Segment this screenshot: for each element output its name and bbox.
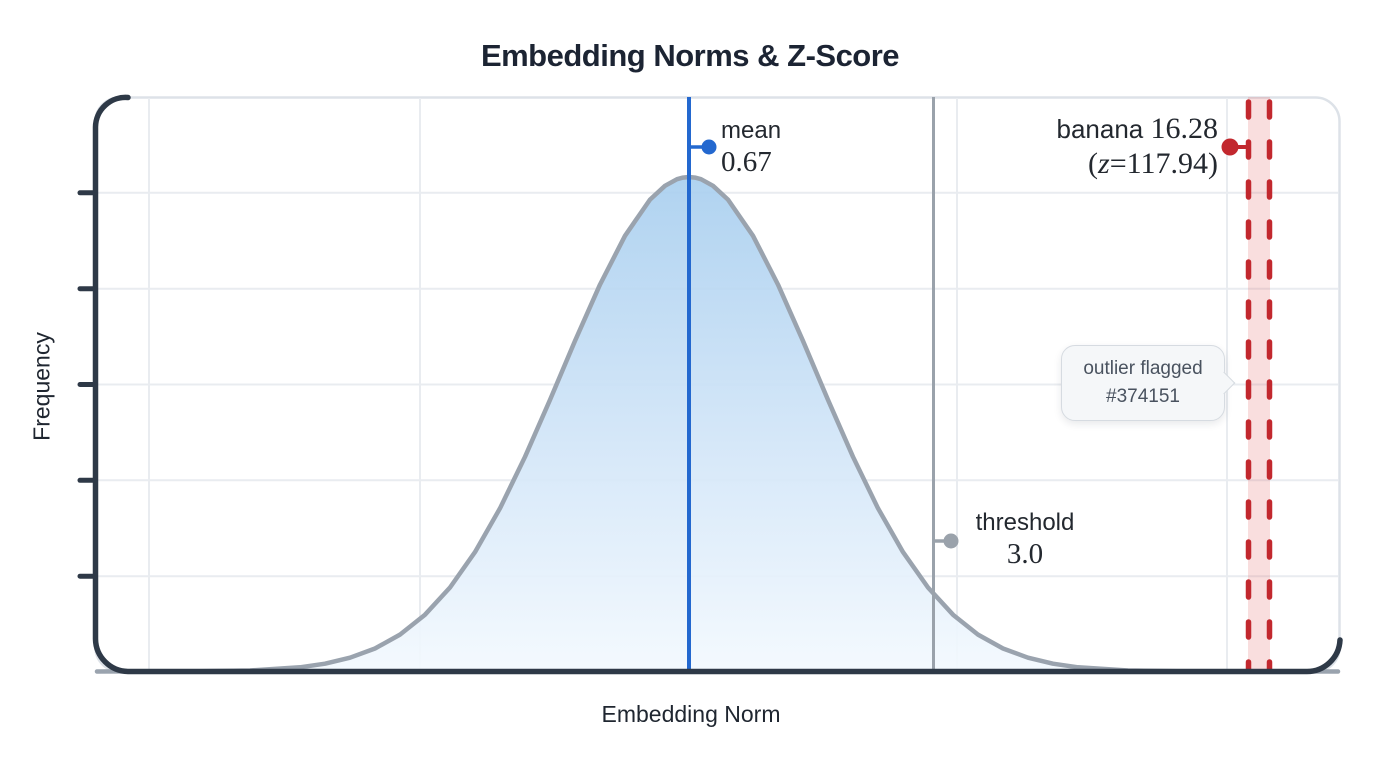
outlier-band-dashed-lines — [1245, 99, 1273, 673]
mean-annotation-label: mean — [721, 117, 782, 144]
outlier-annotation-line1: banana 16.28 — [1057, 112, 1219, 147]
threshold-annotation-label: threshold — [975, 509, 1075, 536]
x-axis-label: Embedding Norm — [601, 701, 781, 727]
tooltip-line1: outlier flagged — [1083, 358, 1203, 380]
outlier-band-fill — [1248, 97, 1270, 671]
mean-marker-dot — [701, 139, 717, 155]
axis-spine — [92, 94, 1343, 675]
outlier-flag-tooltip: outlier flagged #374151 — [1061, 345, 1225, 421]
y-axis-label: Frequency — [28, 332, 55, 441]
z-variable: z — [1098, 146, 1110, 180]
threshold-marker-dot — [943, 533, 959, 549]
mean-annotation: mean 0.67 — [721, 117, 781, 180]
outlier-token: banana — [1056, 114, 1144, 144]
y-axis-ticks — [77, 190, 98, 579]
outlier-marker-dot — [1221, 138, 1239, 156]
chart-title: Embedding Norms & Z-Score — [480, 38, 900, 73]
threshold-annotation: threshold 3.0 — [952, 509, 1098, 572]
outlier-annotation: banana 16.28 (z=117.94) — [1057, 112, 1219, 181]
distribution-curve-fill — [97, 177, 1338, 672]
outlier-norm-value: 16.28 — [1150, 112, 1219, 145]
threshold-annotation-value: 3.0 — [1006, 538, 1044, 571]
outlier-annotation-zscore: (z=117.94) — [1088, 146, 1218, 180]
tooltip-line2: #374151 — [1106, 386, 1180, 407]
mean-annotation-value: 0.67 — [721, 146, 772, 179]
